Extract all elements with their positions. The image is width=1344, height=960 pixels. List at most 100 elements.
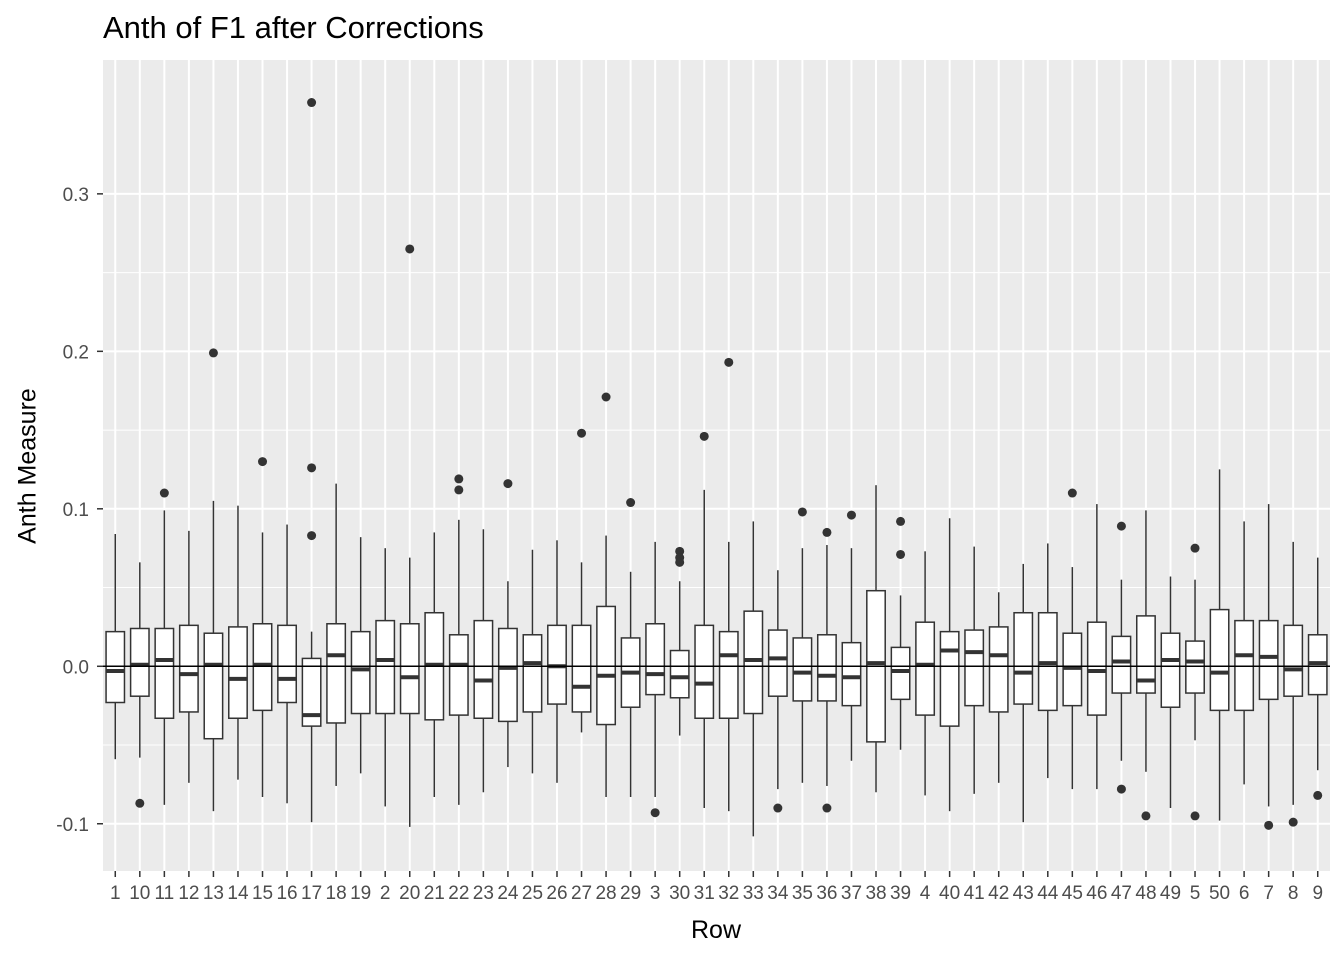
x-tick-label: 4 [920, 883, 931, 904]
x-tick-label: 35 [792, 883, 813, 904]
box-body [571, 624, 592, 713]
x-tick-label: 16 [276, 883, 297, 904]
y-tick-label: 0.1 [63, 500, 89, 521]
outlier-point [626, 498, 636, 508]
x-tick-label: 14 [227, 883, 249, 904]
outlier-point [675, 546, 685, 556]
x-tick-label: 37 [841, 883, 862, 904]
box-12 [178, 530, 199, 783]
box-body [326, 623, 347, 724]
box-34 [767, 570, 788, 813]
x-tick-label: 49 [1160, 883, 1181, 904]
x-tick-label: 11 [154, 883, 174, 904]
box-8 [1283, 541, 1304, 827]
outlier-point [208, 348, 218, 358]
box-2 [375, 548, 396, 807]
box-body [1135, 615, 1156, 694]
box-19 [350, 537, 371, 774]
box-body [1234, 619, 1255, 712]
x-tick-label: 10 [129, 883, 150, 904]
y-tick-label: 0.3 [63, 185, 89, 206]
box-47 [1111, 521, 1132, 794]
box-23 [473, 529, 494, 793]
box-body [743, 610, 764, 715]
box-46 [1086, 504, 1107, 790]
box-44 [1037, 543, 1058, 779]
box-16 [277, 524, 298, 804]
box-39 [890, 516, 911, 750]
outlier-point [258, 457, 268, 467]
outlier-point [1190, 811, 1200, 821]
box-4 [915, 551, 936, 796]
x-tick-label: 25 [522, 883, 543, 904]
box-body [694, 624, 715, 719]
box-body [939, 630, 960, 727]
box-10 [129, 562, 150, 808]
outlier-point [454, 485, 464, 495]
box-body [816, 634, 837, 702]
box-body [448, 634, 469, 716]
box-body [1258, 619, 1279, 701]
box-31 [694, 431, 715, 809]
outlier-point [307, 98, 317, 108]
box-body [203, 632, 224, 740]
x-tick-label: 20 [399, 883, 420, 904]
x-tick-label: 22 [448, 883, 469, 904]
box-25 [522, 549, 543, 774]
x-axis-label: Row [690, 916, 742, 944]
box-7 [1258, 504, 1279, 830]
x-tick-label: 33 [743, 883, 764, 904]
box-32 [718, 357, 739, 812]
box-body [669, 649, 690, 699]
outlier-point [797, 507, 807, 517]
y-tick-label: 0.2 [63, 342, 89, 363]
box-body [1086, 621, 1107, 716]
box-18 [326, 483, 347, 786]
x-tick-label: 31 [694, 883, 715, 904]
box-40 [939, 518, 960, 812]
x-tick-label: 36 [816, 883, 837, 904]
box-body [964, 629, 985, 707]
x-tick-label: 46 [1086, 883, 1107, 904]
x-tick-label: 29 [620, 883, 641, 904]
box-43 [1013, 563, 1034, 823]
outlier-point [1141, 811, 1151, 821]
outlier-point [822, 527, 832, 537]
outlier-point [1190, 543, 1200, 553]
box-body [792, 637, 813, 702]
outlier-point [822, 803, 832, 813]
box-body [596, 605, 617, 726]
outlier-point [846, 510, 856, 520]
x-tick-label: 18 [326, 883, 347, 904]
plot-panel [103, 60, 1330, 871]
box-5 [1185, 543, 1205, 821]
x-tick-label: 26 [546, 883, 567, 904]
box-1 [105, 534, 126, 760]
box-body [718, 630, 739, 719]
x-tick-label: 34 [767, 883, 789, 904]
x-tick-label: 12 [178, 883, 199, 904]
outlier-point [1264, 820, 1274, 830]
x-tick-label: 45 [1062, 883, 1083, 904]
box-22 [448, 474, 469, 805]
box-24 [497, 479, 518, 768]
outlier-point [1288, 817, 1298, 827]
box-body [350, 630, 371, 715]
box-27 [571, 428, 592, 733]
box-37 [841, 510, 862, 761]
outlier-point [601, 392, 611, 402]
box-body [1185, 640, 1205, 694]
box-48 [1135, 510, 1156, 821]
x-tick-label: 1 [110, 883, 121, 904]
box-body [105, 630, 126, 704]
box-body [1013, 611, 1034, 705]
box-45 [1062, 488, 1083, 790]
box-13 [203, 348, 224, 812]
x-tick-label: 42 [988, 883, 1009, 904]
box-35 [792, 507, 813, 783]
x-tick-label: 43 [1013, 883, 1034, 904]
x-tick-label: 9 [1312, 883, 1323, 904]
box-body [767, 629, 788, 697]
x-tick-label: 28 [595, 883, 616, 904]
